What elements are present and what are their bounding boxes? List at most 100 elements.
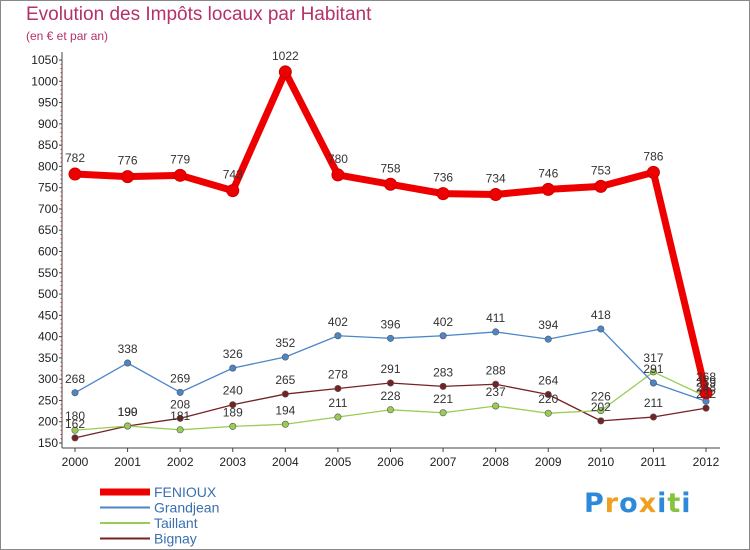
data-point-grandjean: [229, 364, 237, 372]
x-tick-label: 2007: [430, 455, 457, 469]
y-tick-label: 800: [38, 159, 58, 173]
data-label-fenioux: 782: [65, 151, 85, 165]
data-point-fenioux: [68, 167, 82, 181]
data-label-taillant: 228: [380, 389, 400, 403]
data-label-bignay: 208: [170, 397, 190, 411]
data-label-fenioux: 1022: [272, 49, 299, 63]
data-point-taillant: [229, 422, 237, 430]
data-label-taillant: 317: [643, 351, 663, 365]
data-label-fenioux: 758: [380, 161, 400, 175]
x-tick-label: 2005: [325, 455, 352, 469]
data-point-taillant: [386, 406, 394, 414]
data-label-bignay: 265: [275, 373, 295, 387]
logo-letter: o: [619, 488, 639, 519]
data-labels: 782 776 779 743 1022 780 758 736 734 746 753 786 268…: [65, 49, 716, 431]
data-point-bignay: [439, 382, 447, 390]
y-tick-label: 600: [38, 245, 58, 259]
data-label-bignay: 291: [380, 362, 400, 376]
data-label-fenioux: 746: [538, 166, 558, 180]
data-point-taillant: [176, 426, 184, 434]
data-point-grandjean: [176, 388, 184, 396]
data-point-grandjean: [544, 335, 552, 343]
data-label-fenioux: 753: [591, 163, 611, 177]
axes: 150 200 250 300 350 400 450 500 550 600 650 700 750 8…: [31, 52, 720, 469]
data-point-grandjean: [334, 332, 342, 340]
data-point-grandjean: [492, 328, 500, 336]
logo-letter: i: [681, 488, 692, 519]
data-point-fenioux: [489, 187, 503, 201]
data-label-taillant: 189: [223, 405, 243, 419]
data-point-bignay: [492, 380, 500, 388]
data-point-grandjean: [597, 325, 605, 333]
logo-letter: r: [604, 488, 620, 519]
data-label-grandjean: 338: [118, 342, 138, 356]
data-label-fenioux: 743: [223, 168, 243, 182]
y-tick-label: 400: [38, 330, 58, 344]
y-tick-label: 650: [38, 223, 58, 237]
data-label-bignay: 264: [538, 373, 558, 387]
x-tick-label: 2010: [587, 455, 614, 469]
data-point-grandjean: [281, 353, 289, 361]
data-point-grandjean: [649, 379, 657, 387]
data-point-bignay: [229, 401, 237, 409]
data-label-bignay: 283: [433, 365, 453, 379]
data-point-grandjean: [386, 334, 394, 342]
x-tick-label: 2008: [482, 455, 509, 469]
y-tick-label: 150: [38, 436, 58, 450]
y-tick-label: 700: [38, 202, 58, 216]
data-label-grandjean: 418: [591, 308, 611, 322]
data-point-fenioux: [541, 182, 555, 196]
data-label-taillant: 237: [486, 385, 506, 399]
y-tick-label: 350: [38, 351, 58, 365]
x-tick-label: 2004: [272, 455, 299, 469]
data-point-bignay: [176, 414, 184, 422]
data-point-fenioux: [173, 168, 187, 182]
y-tick-label: 550: [38, 266, 58, 280]
y-tick-label: 1050: [31, 53, 58, 67]
data-label-bignay: 162: [65, 417, 85, 431]
data-label-taillant: 221: [433, 392, 453, 406]
data-point-grandjean: [439, 332, 447, 340]
data-point-taillant: [597, 407, 605, 415]
x-tick-label: 2009: [535, 455, 562, 469]
logo-letter: t: [667, 488, 682, 519]
y-tick-label: 300: [38, 372, 58, 386]
chart-title: Evolution des Impôts locaux par Habitant: [26, 4, 372, 25]
data-point-taillant: [649, 368, 657, 376]
x-tick-label: 2006: [377, 455, 404, 469]
legend-label-bignay: Bignay: [154, 531, 197, 547]
logo-letter: x: [638, 488, 658, 519]
data-label-bignay: 211: [644, 396, 663, 410]
data-point-fenioux: [331, 168, 345, 182]
data-point-taillant: [492, 402, 500, 410]
series-lines: [68, 65, 713, 442]
data-label-grandjean: 326: [223, 347, 243, 361]
data-point-taillant: [439, 409, 447, 417]
data-point-fenioux: [226, 184, 240, 198]
data-label-grandjean: 394: [538, 318, 558, 332]
x-tick-label: 2012: [693, 455, 720, 469]
data-point-bignay: [649, 413, 657, 421]
data-point-bignay: [386, 379, 394, 387]
data-label-grandjean: 248: [696, 380, 716, 394]
x-tick-label: 2001: [114, 455, 141, 469]
data-label-taillant: 259: [696, 376, 716, 390]
y-tick-label: 1000: [31, 74, 58, 88]
data-point-taillant: [281, 420, 289, 428]
data-label-grandjean: 411: [486, 311, 505, 325]
data-label-fenioux: 779: [170, 152, 190, 166]
data-label-taillant: 180: [65, 409, 85, 423]
y-tick-label: 500: [38, 287, 58, 301]
data-point-grandjean: [71, 389, 79, 397]
data-point-fenioux: [278, 65, 292, 79]
y-tick-label: 900: [38, 117, 58, 131]
data-point-taillant: [71, 426, 79, 434]
data-point-bignay: [597, 417, 605, 425]
data-point-grandjean: [124, 359, 132, 367]
chart-subtitle: (en € et par an): [26, 29, 109, 43]
data-label-bignay: 190: [118, 405, 138, 419]
data-label-taillant: 194: [275, 403, 295, 417]
